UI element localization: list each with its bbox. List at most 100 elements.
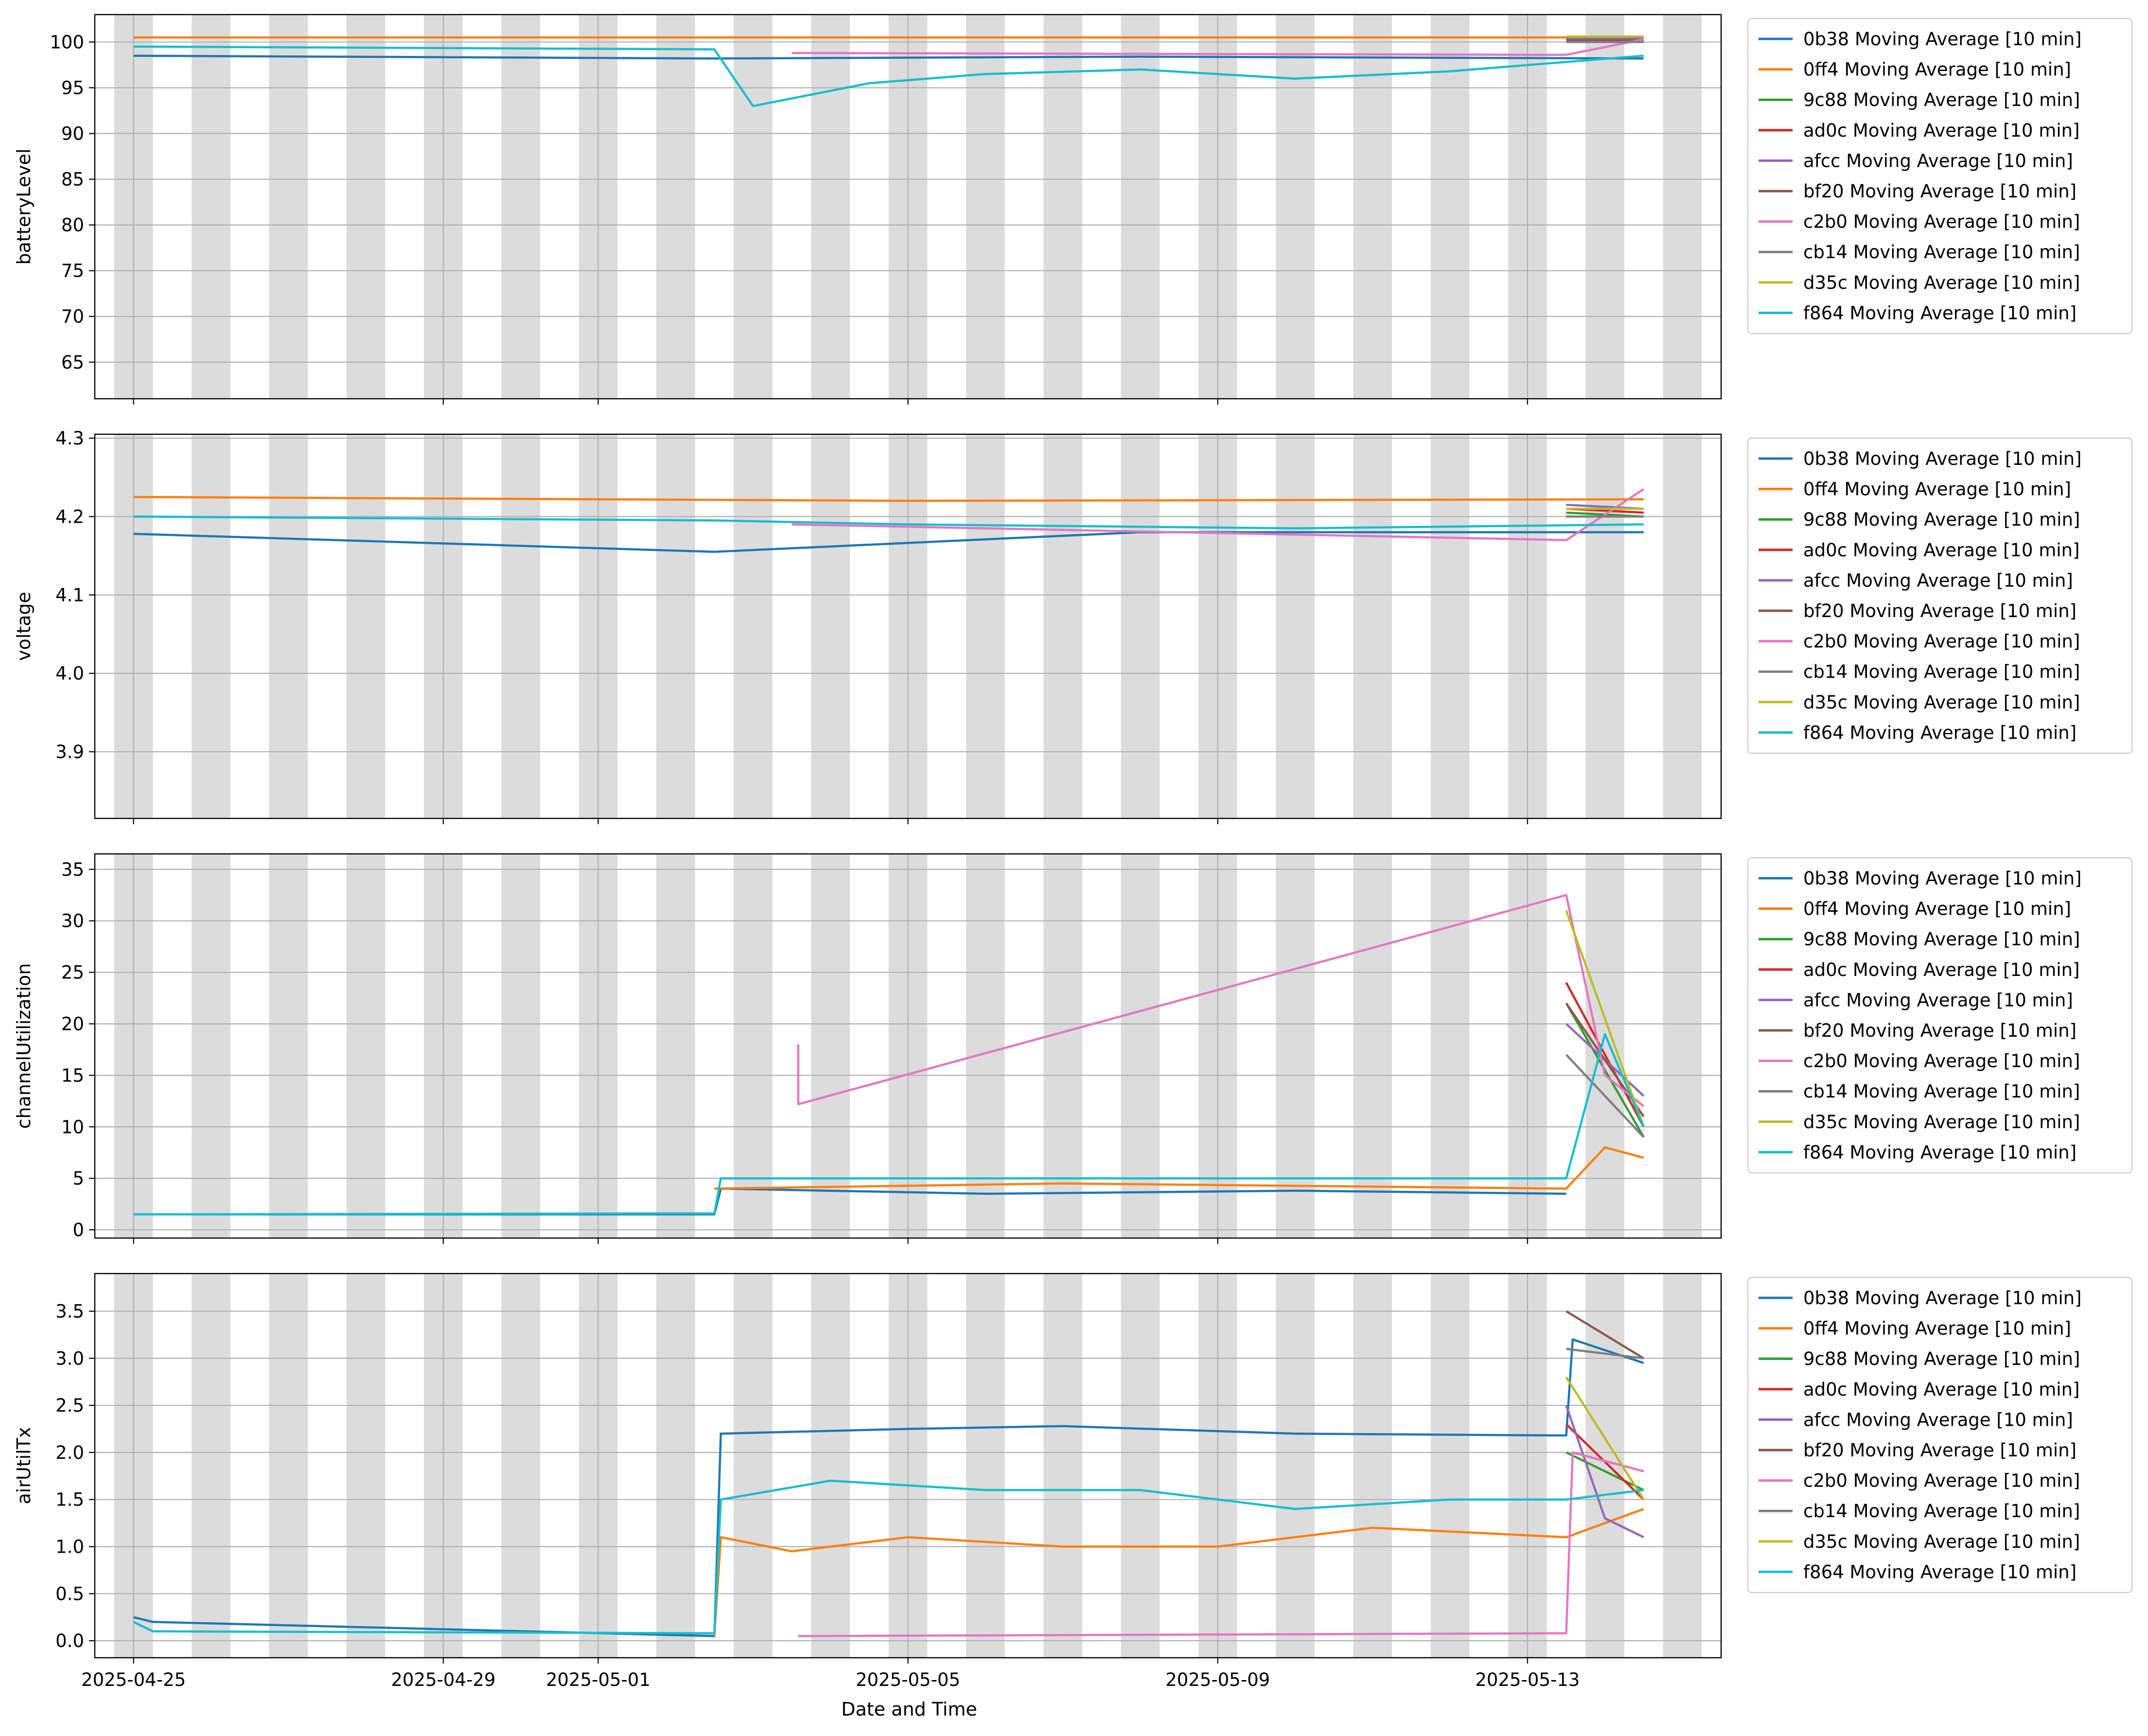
y-tick-label: 15	[61, 1065, 84, 1086]
y-tick-label: 4.3	[55, 428, 84, 449]
legend-entry: bf20 Moving Average [10 min]	[1803, 601, 2077, 621]
series-line-bf20	[1566, 1310, 1644, 1360]
night-band	[811, 434, 850, 818]
series-line-d35c	[1565, 910, 1645, 1128]
night-band	[501, 854, 540, 1238]
legend-entry: f864 Moving Average [10 min]	[1803, 1561, 2077, 1582]
y-tick-label: 4.0	[55, 663, 84, 684]
x-tick-label: 2025-05-05	[856, 1669, 960, 1690]
legend-entry: ad0c Moving Average [10 min]	[1803, 959, 2079, 980]
series-line-9c88	[1566, 1451, 1644, 1491]
legend-entry: cb14 Moving Average [10 min]	[1803, 1501, 2080, 1522]
legend-entry: ad0c Moving Average [10 min]	[1803, 540, 2079, 561]
night-band	[656, 434, 695, 818]
night-band	[1430, 434, 1470, 818]
legend-entry: afcc Moving Average [10 min]	[1803, 150, 2073, 171]
legend-box	[1747, 857, 2133, 1174]
legend-entry: cb14 Moving Average [10 min]	[1803, 661, 2080, 682]
series-line-f864	[133, 1479, 1644, 1634]
y-axis-label: batteryLevel	[13, 148, 35, 265]
grid	[95, 1274, 1721, 1658]
subplot-channelUtilization: 0 5 10 15 20 25 30 35 channelUtilization 0b38 Mov…	[13, 853, 2133, 1244]
night-band	[811, 1274, 850, 1658]
night-band	[656, 1274, 695, 1658]
legend: 0b38 Moving Average [10 min] 0ff4 Moving …	[1747, 437, 2133, 754]
legend-entry: 9c88 Moving Average [10 min]	[1803, 929, 2080, 950]
night-band	[1430, 15, 1470, 399]
y-tick-label: 35	[61, 859, 84, 880]
series-line-f864	[133, 45, 1644, 107]
series-group	[133, 488, 1644, 553]
legend-entry: 0ff4 Moving Average [10 min]	[1803, 899, 2071, 920]
night-band	[192, 1274, 230, 1658]
series-group	[133, 1310, 1645, 1637]
legend: 0b38 Moving Average [10 min] 0ff4 Moving …	[1747, 18, 2133, 335]
night-band	[1121, 1274, 1160, 1658]
night-band	[1353, 434, 1392, 818]
series-group	[133, 35, 1644, 107]
night-band	[346, 1274, 386, 1658]
subplot-airUtilTx: 0.0 0.5 1.0 1.5 2.0 2.5 3.0 3.5 2025-04-25 2025-0…	[13, 1273, 2133, 1690]
series-line-0ff4	[133, 496, 1644, 502]
legend-entry: 0b38 Moving Average [10 min]	[1803, 448, 2082, 469]
y-tick-label: 2.0	[55, 1442, 84, 1463]
y-tick-label: 75	[61, 261, 84, 282]
night-band	[734, 15, 773, 399]
night-band	[1353, 1274, 1392, 1658]
night-band	[1276, 854, 1315, 1238]
night-band	[192, 854, 230, 1238]
series-line-f864	[133, 1033, 1645, 1216]
night-band	[501, 1274, 540, 1658]
night-band	[192, 15, 230, 399]
legend-entry: d35c Moving Average [10 min]	[1803, 1112, 2080, 1133]
legend-entry: 0ff4 Moving Average [10 min]	[1803, 1318, 2071, 1339]
y-tick-label: 1.5	[55, 1489, 84, 1510]
night-band	[1353, 854, 1392, 1238]
legend-entry: ad0c Moving Average [10 min]	[1803, 1379, 2079, 1400]
legend-entry: c2b0 Moving Average [10 min]	[1803, 212, 2080, 232]
series-line-f864	[133, 515, 1644, 530]
legend: 0b38 Moving Average [10 min] 0ff4 Moving …	[1747, 857, 2133, 1174]
legend-entry: afcc Moving Average [10 min]	[1803, 990, 2073, 1010]
legend-box	[1747, 437, 2133, 754]
y-tick-label: 20	[61, 1013, 84, 1034]
series-line-0b38	[133, 1338, 1644, 1637]
night-band	[269, 434, 308, 818]
night-band	[1353, 15, 1392, 399]
grid	[95, 434, 1721, 818]
night-band	[1663, 434, 1702, 818]
night-band	[811, 15, 850, 399]
night-band	[1663, 854, 1702, 1238]
legend-entry: d35c Moving Average [10 min]	[1803, 1531, 2080, 1552]
legend-entry: afcc Moving Average [10 min]	[1803, 570, 2073, 591]
legend-entry: bf20 Moving Average [10 min]	[1803, 1440, 2077, 1461]
night-band	[811, 854, 850, 1238]
night-band	[346, 15, 386, 399]
legend-entry: cb14 Moving Average [10 min]	[1803, 242, 2080, 263]
night-band	[1276, 434, 1315, 818]
night-band	[966, 1274, 1005, 1658]
y-tick-label: 3.0	[55, 1348, 84, 1369]
series-group	[133, 894, 1645, 1216]
legend-entry: cb14 Moving Average [10 min]	[1803, 1081, 2080, 1102]
y-tick-label: 85	[61, 169, 84, 190]
y-tick-label: 1.0	[55, 1537, 84, 1558]
y-tick-label: 30	[61, 911, 84, 932]
series-line-0b38	[133, 531, 1644, 553]
night-band	[1043, 434, 1082, 818]
series-line-c2b0	[797, 894, 1645, 1107]
y-tick-label: 2.5	[55, 1395, 84, 1416]
y-tick-label: 4.2	[55, 506, 84, 527]
night-band	[656, 854, 695, 1238]
x-axis-label: Date and Time	[841, 1699, 977, 1720]
night-band	[269, 854, 308, 1238]
night-band	[1430, 1274, 1470, 1658]
night-band	[734, 1274, 773, 1658]
legend-box	[1747, 18, 2133, 335]
grid	[95, 15, 1721, 399]
series-line-c2b0	[792, 488, 1644, 541]
legend-entry: c2b0 Moving Average [10 min]	[1803, 1470, 2080, 1491]
night-band	[656, 15, 695, 399]
legend-entry: c2b0 Moving Average [10 min]	[1803, 1051, 2080, 1072]
y-tick-label: 90	[61, 124, 84, 144]
